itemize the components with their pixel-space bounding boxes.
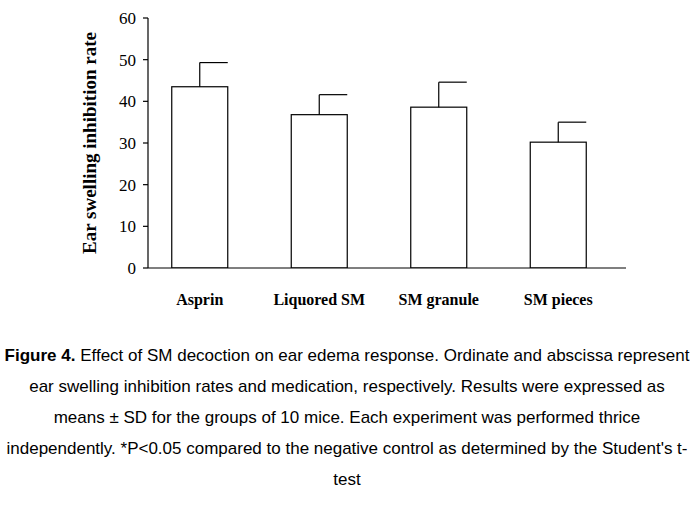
y-axis-label: Ear swelling inhibition rate [79,32,100,254]
y-tick [143,17,148,18]
bars [172,63,587,268]
chart: Asprin Liquored SM SM granule SM pieces 0 10 2… [0,0,694,340]
y-tick [143,226,148,227]
y-tick-label: 10 [119,217,136,236]
error-bar [558,122,586,142]
y-tick [143,267,148,268]
bar [172,87,228,268]
y-tick [143,184,148,185]
x-tick-label: Liquored SM [273,291,365,309]
x-tick-label: SM granule [399,291,479,309]
y-tick [143,142,148,143]
caption: Figure 4. Effect of SM decoction on ear … [4,340,690,495]
y-tick-label: 50 [119,51,136,70]
error-bar [439,82,467,107]
bar [411,107,467,268]
y-tick-label: 0 [128,259,137,278]
y-tick-label: 40 [119,92,136,111]
caption-text: Effect of SM decoction on ear edema resp… [6,346,689,489]
x-tick-label: SM pieces [524,291,593,309]
bar [530,142,586,268]
y-tick-label: 30 [119,134,136,153]
bar [291,115,347,268]
caption-label: Figure 4. [5,346,76,365]
y-tick-label: 20 [119,176,136,195]
error-bar [319,95,347,115]
error-bar [200,63,228,87]
y-tick [143,101,148,102]
x-tick-label: Asprin [176,291,223,309]
x-axis [148,267,626,268]
y-tick-label: 60 [119,9,136,28]
y-tick [143,59,148,60]
